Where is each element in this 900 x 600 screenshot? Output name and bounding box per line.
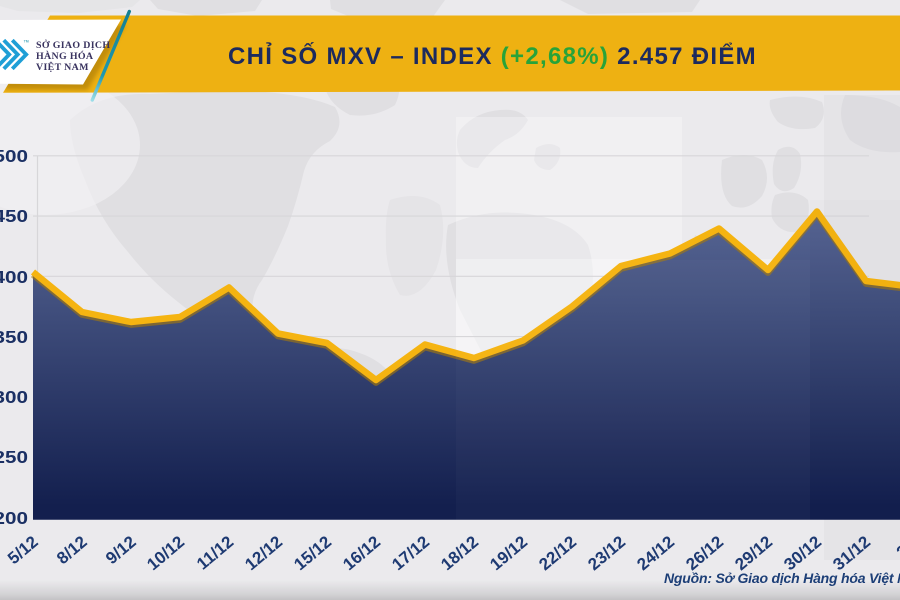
svg-text:TM: TM bbox=[24, 40, 29, 44]
